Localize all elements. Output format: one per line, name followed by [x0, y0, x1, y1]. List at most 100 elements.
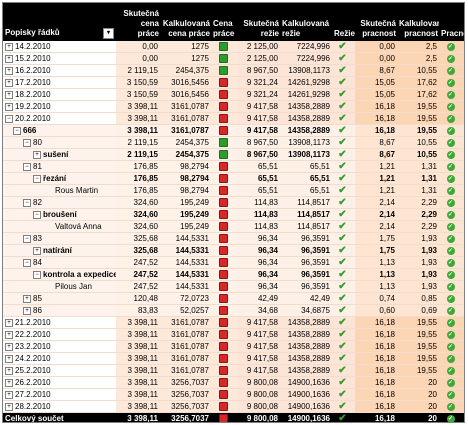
cena-indicator-cell [211, 340, 238, 353]
row-label: +26.2.2010 [3, 376, 116, 389]
pracnost-indicator-cell: ✓ [439, 41, 464, 53]
rezie-indicator-cell: ✔ [332, 256, 355, 269]
kalkulovana-rezie-cell: 7224,996 [280, 41, 332, 53]
header-cena-prace[interactable]: Cena práce [211, 3, 238, 41]
collapse-icon[interactable]: − [23, 198, 31, 207]
header-kalkulovana-cena[interactable]: Kalkulovaná cena práce [160, 3, 211, 41]
skutecna-cena-cell: 3 150,59 [116, 88, 160, 101]
date-row: −20.2.2010 3 398,11 3161,0787 9 417,58 14358… [3, 112, 464, 125]
grand-total-cena-indicator [211, 412, 238, 422]
check-icon: ✔ [338, 341, 347, 352]
pivot-row: Pilous Jan 247,52 144,5331 96,34 96,3591 ✔ 1,1… [3, 280, 464, 293]
kalkulovana-cena-cell: 3161,0787 [160, 124, 211, 137]
rezie-indicator-cell: ✔ [332, 52, 355, 65]
rezie-indicator-cell: ✔ [332, 352, 355, 365]
circle-check-icon: ✓ [446, 318, 455, 327]
pracnost-indicator-cell: ✓ [439, 256, 464, 269]
kalkulovana-cena-cell: 3256,7037 [160, 376, 211, 389]
expand-icon[interactable]: + [5, 66, 13, 75]
expand-icon[interactable]: + [33, 150, 41, 159]
filter-dropdown-icon[interactable]: ▾ [103, 28, 114, 39]
expand-icon[interactable]: + [23, 294, 31, 303]
expand-icon[interactable]: + [5, 90, 13, 99]
header-pracnost[interactable]: Pracnost [439, 3, 464, 41]
collapse-icon[interactable]: − [23, 258, 31, 267]
grand-total-label: Celkový součet [3, 412, 116, 422]
date-row: +25.2.2010 3 398,11 3161,0787 9 417,58 14358… [3, 364, 464, 377]
expand-icon[interactable]: + [5, 342, 13, 351]
pracnost-indicator-cell: ✓ [439, 148, 464, 161]
header-rezie[interactable]: Režie [332, 3, 355, 41]
red-square-icon [219, 222, 228, 232]
header-skutecna-cena[interactable]: Skutečná cena práce [116, 3, 160, 41]
expand-icon[interactable]: + [5, 54, 13, 63]
circle-check-icon: ✓ [446, 114, 455, 123]
kalkulovana-cena-cell: 2454,375 [160, 148, 211, 161]
expand-icon[interactable]: + [5, 366, 13, 375]
expand-icon[interactable]: + [5, 42, 13, 51]
header-kalkulovana-rezie[interactable]: Kalkulovaná režie [280, 3, 332, 41]
expand-icon[interactable]: + [5, 102, 13, 111]
kalkulovana-pracnost-cell: 19,55 [397, 124, 439, 137]
skutecna-cena-cell: 2 119,15 [116, 136, 160, 149]
collapse-icon[interactable]: − [23, 162, 31, 171]
expand-icon[interactable]: + [5, 390, 13, 399]
collapse-icon[interactable]: − [5, 114, 13, 123]
pivot-row: + sušení 2 119,15 2454,375 8 967,50 13908,117… [3, 148, 464, 161]
header-skutecna-rezie[interactable]: Skutečná režie [238, 3, 280, 41]
kalkulovana-cena-cell: 72,0723 [160, 292, 211, 305]
collapse-icon[interactable]: − [23, 234, 31, 243]
header-skutecna-pracnost[interactable]: Skutečná pracnost [355, 3, 397, 41]
skutecna-pracnost-cell: 15,05 [355, 76, 397, 89]
row-label: − broušení [3, 208, 116, 221]
cena-indicator-cell [211, 316, 238, 329]
red-square-icon [219, 90, 228, 100]
red-square-icon [219, 126, 228, 136]
pracnost-indicator-cell: ✓ [439, 268, 464, 281]
collapse-icon[interactable]: − [33, 210, 41, 219]
check-icon: ✔ [338, 125, 347, 136]
row-label: −83 [3, 232, 116, 245]
header-kalkulovana-pracnost[interactable]: Kalkulovaná pracnost [397, 3, 439, 41]
check-icon: ✔ [338, 389, 347, 400]
pracnost-indicator-cell: ✓ [439, 64, 464, 77]
collapse-icon[interactable]: − [13, 126, 21, 135]
check-icon: ✔ [338, 89, 347, 100]
collapse-icon[interactable]: − [23, 138, 31, 147]
cena-indicator-cell [211, 196, 238, 209]
cena-indicator-cell [211, 364, 238, 377]
expand-icon[interactable]: + [5, 354, 13, 363]
grand-total-skutecna-rezie: 9 800,08 [238, 412, 280, 422]
expand-icon[interactable]: + [33, 246, 41, 255]
check-icon: ✔ [338, 293, 347, 304]
circle-check-icon: ✓ [446, 210, 455, 219]
expand-icon[interactable]: + [5, 378, 13, 387]
kalkulovana-rezie-cell: 14900,1636 [280, 400, 332, 413]
collapse-icon[interactable]: − [33, 270, 41, 279]
skutecna-cena-cell: 247,52 [116, 256, 160, 269]
skutecna-pracnost-cell: 16,18 [355, 352, 397, 365]
kalkulovana-pracnost-cell: 19,55 [397, 352, 439, 365]
expand-icon[interactable]: + [5, 318, 13, 327]
expand-icon[interactable]: + [5, 402, 13, 411]
cena-indicator-cell [211, 100, 238, 113]
pracnost-indicator-cell: ✓ [439, 340, 464, 353]
pracnost-indicator-cell: ✓ [439, 244, 464, 257]
skutecna-rezie-cell: 9 417,58 [238, 100, 280, 113]
check-icon: ✔ [338, 65, 347, 76]
pracnost-indicator-cell: ✓ [439, 124, 464, 137]
skutecna-pracnost-cell: 16,18 [355, 316, 397, 329]
expand-icon[interactable]: + [5, 78, 13, 87]
collapse-icon[interactable]: − [33, 174, 41, 183]
expand-icon[interactable]: + [5, 330, 13, 339]
row-label: +86 [3, 304, 116, 317]
expand-icon[interactable]: + [23, 306, 31, 315]
kalkulovana-cena-cell: 144,5331 [160, 244, 211, 257]
row-label-text: 83 [33, 234, 42, 243]
skutecna-pracnost-cell: 16,18 [355, 328, 397, 341]
kalkulovana-cena-cell: 3161,0787 [160, 352, 211, 365]
kalkulovana-rezie-cell: 13908,1173 [280, 136, 332, 149]
skutecna-cena-cell: 0,00 [116, 52, 160, 65]
rezie-indicator-cell: ✔ [332, 112, 355, 125]
skutecna-cena-cell: 3 398,11 [116, 364, 160, 377]
